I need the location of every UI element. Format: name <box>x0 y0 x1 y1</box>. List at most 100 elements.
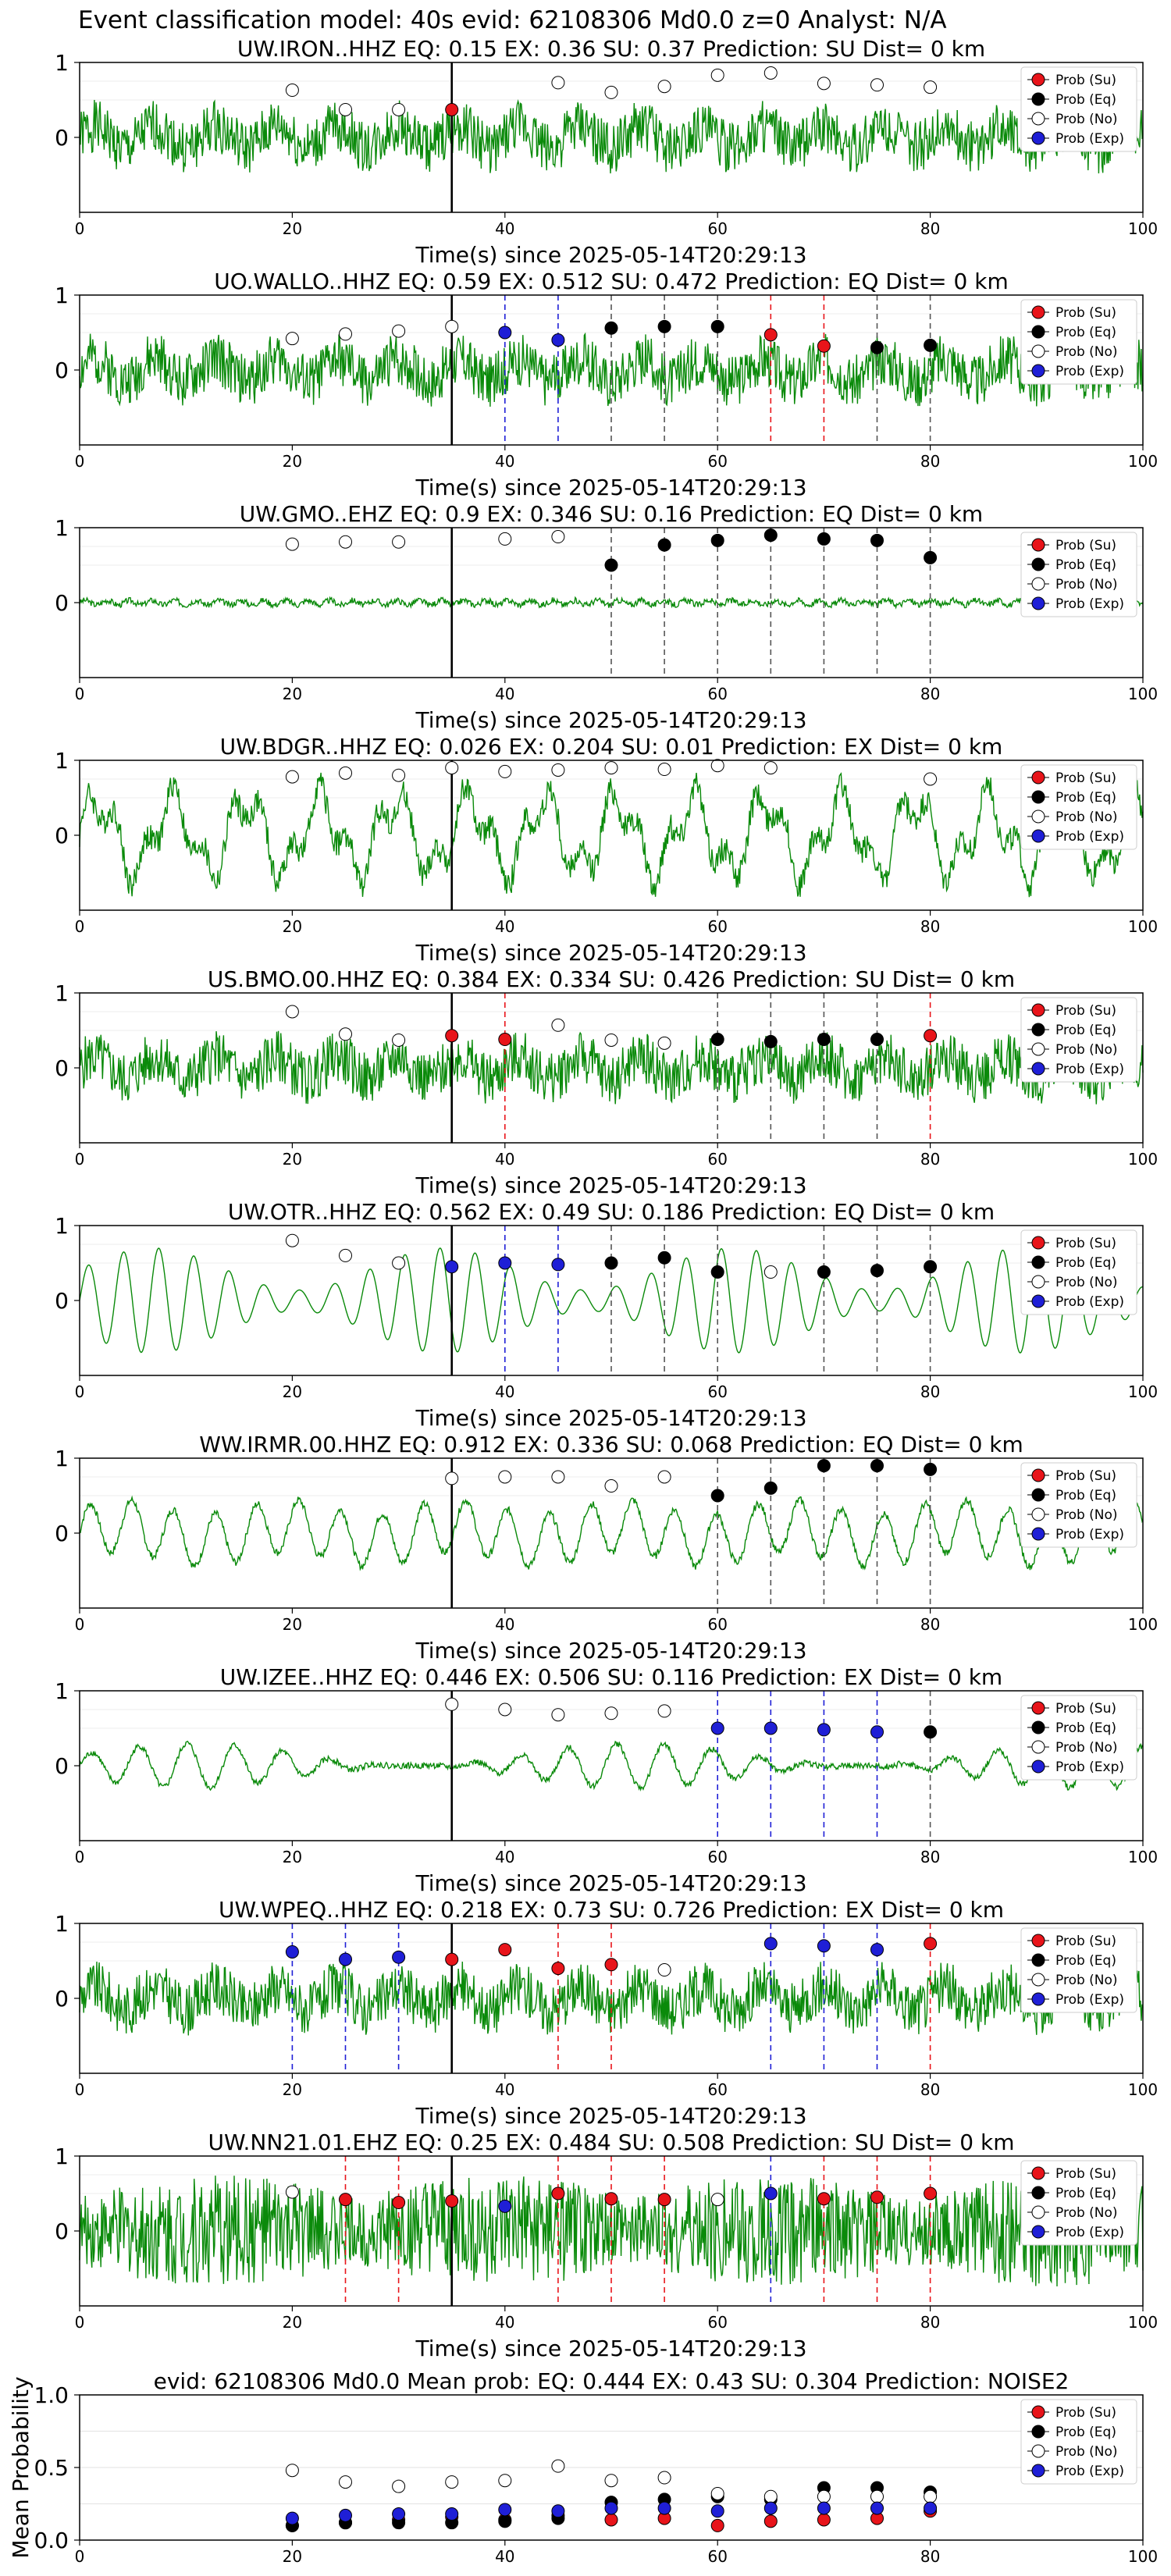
prob-point <box>445 1471 459 1485</box>
legend-label: Prob (No) <box>1055 344 1118 360</box>
mean-prob-point <box>392 2479 406 2493</box>
x-tick-label: 0 <box>75 2080 85 2099</box>
mean-prob-point <box>710 2486 724 2500</box>
prob-point <box>763 528 778 543</box>
prob-point <box>445 1952 459 1966</box>
figure-title: Event classification model: 40s evid: 62… <box>78 6 947 34</box>
prob-point <box>604 1958 618 1972</box>
x-tick-label: 100 <box>1128 2080 1158 2099</box>
x-tick-label: 60 <box>707 917 727 936</box>
prob-point <box>657 2193 671 2207</box>
x-tick-label: 60 <box>707 2313 727 2332</box>
x-tick-label: 20 <box>283 1382 302 1401</box>
prob-point <box>498 1256 512 1270</box>
prob-point <box>817 1033 831 1047</box>
legend-label: Prob (Su) <box>1055 1236 1116 1251</box>
prob-point <box>339 535 352 549</box>
x-tick-label: 0 <box>75 452 85 471</box>
x-tick-label: 40 <box>495 1150 514 1169</box>
prob-point <box>924 80 938 94</box>
prob-point <box>551 333 565 347</box>
y-tick-label: 0.0 <box>34 2528 69 2553</box>
x-axis-label: Time(s) since 2025-05-14T20:29:13 <box>415 940 806 966</box>
mean-prob-point <box>498 2514 512 2528</box>
panel-title: UW.NN21.01.EHZ EQ: 0.25 EX: 0.484 SU: 0.… <box>208 2129 1015 2155</box>
y-tick-label: 0 <box>55 823 69 849</box>
mean-prob-point <box>498 2474 512 2488</box>
mean-prob-point <box>924 2489 938 2503</box>
legend-label: Prob (Exp) <box>1055 596 1124 612</box>
legend-marker <box>1031 577 1045 591</box>
prob-point <box>392 324 406 338</box>
x-tick-label: 40 <box>495 219 514 238</box>
prob-point <box>870 1943 884 1957</box>
prob-point <box>924 550 938 564</box>
prob-point <box>604 85 618 99</box>
legend-marker <box>1031 538 1045 552</box>
prob-point <box>392 1256 406 1270</box>
prob-point <box>870 1264 884 1278</box>
legend-marker <box>1031 1934 1045 1948</box>
x-tick-label: 40 <box>495 452 514 471</box>
legend-marker <box>1031 1507 1045 1521</box>
prob-point <box>285 770 299 784</box>
legend-label: Prob (Exp) <box>1055 2225 1124 2240</box>
prob-point <box>551 1018 565 1032</box>
x-axis-label: Time(s) since 2025-05-14T20:29:13 <box>415 2336 806 2361</box>
prob-point <box>870 1459 884 1473</box>
x-tick-label: 80 <box>920 2080 940 2099</box>
prob-point <box>817 2192 831 2206</box>
prob-point <box>763 1481 778 1495</box>
prob-point <box>285 1944 299 1959</box>
x-tick-label: 100 <box>1128 2313 1158 2332</box>
legend-marker <box>1031 596 1045 610</box>
legend-label: Prob (Su) <box>1055 305 1116 321</box>
prob-point <box>604 2192 618 2206</box>
x-tick-label: 40 <box>495 1382 514 1401</box>
y-tick-label: 1 <box>55 515 69 541</box>
mean-prob-point <box>763 2501 778 2515</box>
prob-point <box>285 332 299 346</box>
y-tick-label: 0 <box>55 1288 69 1314</box>
panel-title: UW.GMO..EHZ EQ: 0.9 EX: 0.346 SU: 0.16 P… <box>240 501 983 527</box>
legend-label: Prob (No) <box>1055 2444 1118 2460</box>
y-tick-label: 0 <box>55 125 69 151</box>
prob-point <box>817 1939 831 1953</box>
mean-prob-point <box>604 2501 618 2515</box>
x-tick-label: 0 <box>75 2313 85 2332</box>
prob-point <box>817 339 831 353</box>
y-tick-label: 1 <box>55 1213 69 1239</box>
legend-marker <box>1031 2464 1045 2478</box>
y-tick-label: 0 <box>55 590 69 616</box>
mean-prob-point <box>339 2475 352 2489</box>
x-tick-label: 20 <box>283 685 302 703</box>
panel-title: UW.WPEQ..HHZ EQ: 0.218 EX: 0.73 SU: 0.72… <box>219 1897 1004 1923</box>
prob-point <box>339 1248 352 1262</box>
x-tick-label: 20 <box>283 917 302 936</box>
prob-point <box>392 102 406 116</box>
legend-box <box>1020 2160 1137 2246</box>
x-tick-label: 0 <box>75 1615 85 1634</box>
x-tick-label: 60 <box>707 452 727 471</box>
legend-box <box>1020 532 1137 617</box>
legend-label: Prob (Eq) <box>1055 1488 1116 1503</box>
prob-point <box>551 763 565 777</box>
panel-title: UW.IZEE..HHZ EQ: 0.446 EX: 0.506 SU: 0.1… <box>220 1664 1002 1690</box>
prob-point <box>710 1033 724 1047</box>
legend-box <box>1020 1229 1137 1315</box>
x-axis-label: Time(s) since 2025-05-14T20:29:13 <box>415 1405 806 1431</box>
legend-label: Prob (Su) <box>1055 2166 1116 2182</box>
mean-prob-point <box>339 2508 352 2522</box>
x-axis-label: Time(s) since 2025-05-14T20:29:13 <box>415 707 806 733</box>
prob-point <box>870 1725 884 1739</box>
legend-marker <box>1031 2425 1045 2439</box>
x-tick-label: 40 <box>495 1615 514 1634</box>
prob-point <box>763 1937 778 1951</box>
prob-point <box>604 558 618 572</box>
legend-label: Prob (Eq) <box>1055 92 1116 108</box>
mean-prob-point <box>817 2513 831 2527</box>
y-tick-label: 0 <box>55 1521 69 1546</box>
legend-label: Prob (Exp) <box>1055 1759 1124 1775</box>
